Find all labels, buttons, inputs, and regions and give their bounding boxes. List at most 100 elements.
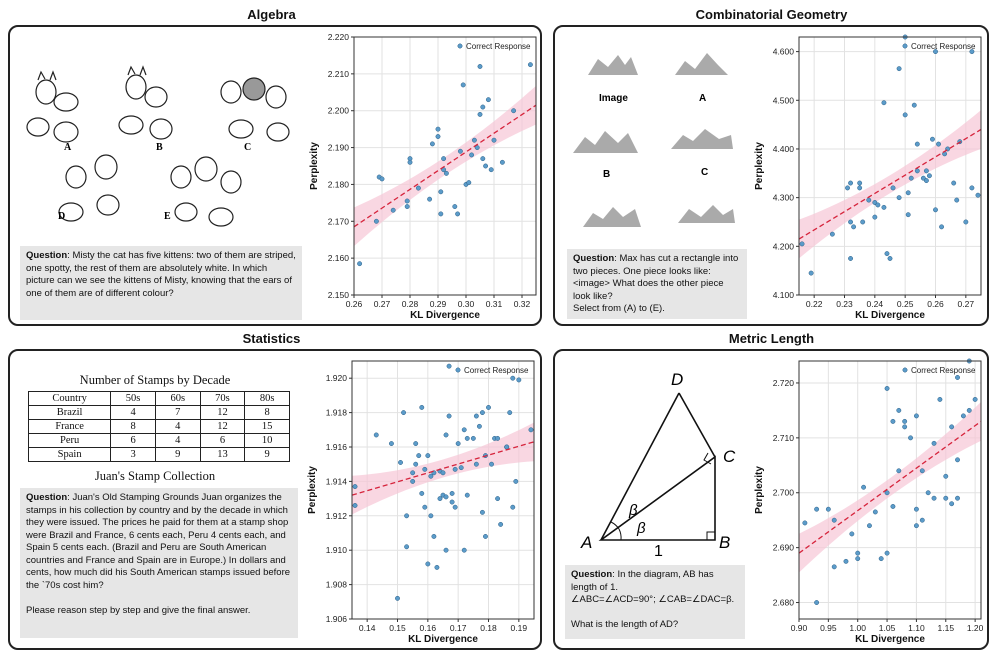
x-tick-label: 0.16 <box>420 623 437 633</box>
x-tick-label: 0.22 <box>806 299 823 309</box>
data-point <box>914 141 920 147</box>
y-tick-label: 1.916 <box>326 442 348 452</box>
y-tick-label: 1.918 <box>326 408 348 418</box>
data-point <box>404 204 410 209</box>
x-tick-label: 0.15 <box>389 623 406 633</box>
data-point <box>461 427 467 433</box>
table-cell: 13 <box>199 447 246 462</box>
x-tick-label: 0.28 <box>402 299 419 309</box>
data-point <box>452 504 458 510</box>
shape-b <box>573 131 638 153</box>
question-extra: What is the length of AD? <box>571 619 679 630</box>
data-point <box>913 413 919 419</box>
metric-title: Metric Length <box>728 331 815 346</box>
table-cell: Brazil <box>27 405 112 420</box>
data-point <box>390 207 396 213</box>
y-tick-label: 1.910 <box>326 545 348 555</box>
y-tick-label: 4.600 <box>773 47 795 57</box>
x-tick-label: 0.23 <box>836 299 853 309</box>
data-point <box>479 509 485 515</box>
trend-line <box>798 420 982 554</box>
confidence-band <box>354 85 536 247</box>
label-d: D <box>671 370 683 389</box>
table-header-row: Country 50s 60s 70s 80s <box>27 391 290 406</box>
geometry-question-box: Question: Max has cut a rectangle into t… <box>567 249 747 319</box>
question-text: : In the diagram, AB has length of 1. <box>571 569 714 593</box>
data-point <box>398 460 403 465</box>
data-point <box>352 484 358 490</box>
data-point <box>969 185 975 191</box>
data-point <box>825 506 831 512</box>
kitten-group-b <box>118 65 173 140</box>
table-cell: France <box>27 419 112 434</box>
data-point <box>443 494 449 500</box>
data-point <box>495 435 501 441</box>
data-point <box>419 404 425 410</box>
kitten-group-c <box>220 77 290 142</box>
x-tick-label: 0.17 <box>450 623 467 633</box>
data-point <box>861 484 867 490</box>
data-point <box>799 241 805 247</box>
data-point <box>373 218 379 224</box>
legend-marker <box>902 367 908 373</box>
question-label: Question <box>26 250 68 261</box>
right-angle-b <box>706 531 715 540</box>
data-point <box>943 495 949 501</box>
question-text: : Juan's Old Stamping Grounds Juan organ… <box>26 492 291 591</box>
legend-marker <box>902 43 908 49</box>
x-tick-label: 0.90 <box>791 623 808 633</box>
data-point <box>931 495 937 501</box>
table-cell: Spain <box>27 447 112 462</box>
data-point <box>486 404 491 410</box>
data-point <box>488 167 494 173</box>
y-tick-label: 2.150 <box>328 290 350 300</box>
y-tick-label: 2.180 <box>328 179 350 189</box>
image-shape <box>588 55 638 75</box>
algebra-question-box: Question: Misty the cat has five kittens… <box>20 246 302 320</box>
data-point <box>446 363 452 369</box>
data-point <box>919 517 925 523</box>
data-point <box>483 533 488 539</box>
data-point <box>802 520 808 526</box>
data-point <box>476 423 482 429</box>
data-point <box>890 418 896 424</box>
data-point <box>480 104 486 110</box>
data-point <box>872 214 878 220</box>
data-point <box>919 468 925 474</box>
data-point <box>908 435 913 441</box>
data-point <box>395 595 400 601</box>
data-point <box>510 504 516 510</box>
option-c-label: C <box>701 167 708 178</box>
question-extra: Please reason step by step and give the … <box>26 604 251 616</box>
y-tick-label: 4.400 <box>773 144 795 154</box>
x-tick-label: 1.05 <box>879 623 896 633</box>
data-point <box>913 523 919 529</box>
table-cell: 4 <box>110 405 156 420</box>
stamp-table: Country 50s 60s 70s 80s Brazil 4 7 12 8 … <box>27 391 290 462</box>
data-point <box>884 490 890 496</box>
legend-label: Correct Response <box>464 366 529 375</box>
x-tick-label: 0.19 <box>511 623 528 633</box>
y-tick-label: 2.710 <box>773 433 795 443</box>
data-point <box>455 211 461 217</box>
plot-frame <box>353 36 537 296</box>
segment-dc <box>678 392 716 458</box>
data-point <box>483 163 489 169</box>
image-label: Image <box>599 93 628 104</box>
x-tick-label: 0.24 <box>867 299 884 309</box>
data-point <box>914 168 920 174</box>
triangle-diagram: A B C D β β 1 <box>580 370 736 560</box>
label-a: A <box>580 533 592 552</box>
legend-label: Correct Response <box>911 42 976 51</box>
question-text: : Misty the cat has five kittens: two of… <box>26 250 296 299</box>
option-e-label: E <box>703 236 710 237</box>
x-tick-label: 1.00 <box>849 623 866 633</box>
x-tick-label: 0.14 <box>359 623 376 633</box>
confidence-band <box>352 422 534 515</box>
x-axis-label: KL Divergence <box>408 634 478 645</box>
header-cell: 70s <box>199 391 246 406</box>
x-axis-label: KL Divergence <box>410 310 480 321</box>
data-point <box>480 156 486 162</box>
data-point <box>511 108 517 114</box>
data-point <box>855 550 861 556</box>
